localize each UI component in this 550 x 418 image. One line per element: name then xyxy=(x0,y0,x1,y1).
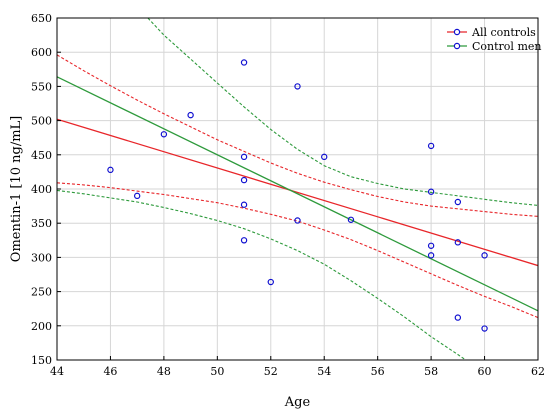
data-point xyxy=(454,314,462,321)
x-tick-label: 54 xyxy=(317,365,331,378)
data-point xyxy=(240,153,248,161)
data-point xyxy=(427,252,435,259)
y-tick-label: 650 xyxy=(31,12,52,25)
y-tick-label: 500 xyxy=(31,115,52,128)
y-axis-title: Omentin-1 [10 ng/mL] xyxy=(9,116,24,262)
control-men-fit-line xyxy=(57,76,538,312)
x-tick-label: 56 xyxy=(371,365,385,378)
data-point xyxy=(454,239,462,246)
y-tick-label: 550 xyxy=(31,80,52,93)
all-controls-ci-upper xyxy=(57,54,538,217)
legend-all-controls-label: All controls xyxy=(471,26,536,39)
plot-content xyxy=(57,18,538,360)
all-controls-ci-lower xyxy=(57,182,538,319)
data-point xyxy=(240,237,248,244)
x-tick-label: 50 xyxy=(210,365,224,378)
x-tick-label: 60 xyxy=(478,365,492,378)
data-point xyxy=(107,166,114,174)
data-point xyxy=(240,201,248,208)
data-point xyxy=(427,188,435,195)
x-tick-label: 44 xyxy=(50,365,64,378)
y-tick-label: 350 xyxy=(31,217,52,230)
data-point xyxy=(133,192,141,200)
all-controls-fit-line xyxy=(57,118,538,267)
data-point xyxy=(427,142,435,150)
data-point xyxy=(347,216,355,223)
x-tick-label: 62 xyxy=(531,365,545,378)
x-tick-label: 48 xyxy=(157,365,171,378)
x-tick-label: 58 xyxy=(424,365,438,378)
data-point xyxy=(267,278,274,286)
data-point xyxy=(240,176,248,184)
legend-control-men-label: Control men xyxy=(472,40,541,53)
data-point xyxy=(160,131,168,138)
legend-all-controls-marker xyxy=(453,28,461,36)
data-point xyxy=(481,325,488,332)
data-point xyxy=(321,153,328,161)
y-tick-label: 200 xyxy=(31,320,52,333)
x-tick-label: 52 xyxy=(264,365,278,378)
control-men-ci-lower xyxy=(57,189,467,360)
y-tick-label: 150 xyxy=(31,354,52,367)
control-men-ci-upper xyxy=(147,18,538,206)
data-point xyxy=(187,111,194,119)
data-point xyxy=(427,242,435,249)
x-tick-label: 46 xyxy=(103,365,117,378)
y-tick-label: 600 xyxy=(31,46,52,59)
x-axis-title: Age xyxy=(284,395,311,410)
legend-control-men-marker xyxy=(453,42,461,50)
y-tick-label: 400 xyxy=(31,183,52,196)
data-point xyxy=(481,252,488,259)
y-tick-label: 300 xyxy=(31,251,52,264)
data-point xyxy=(294,217,301,224)
y-tick-label: 450 xyxy=(31,149,52,162)
data-point xyxy=(294,83,301,90)
data-point xyxy=(240,59,248,66)
axis-ticks: 44 46 48 50 52 54 56 58 60 62 150 200 250 300 350 400 45… xyxy=(31,12,545,378)
y-tick-label: 250 xyxy=(31,286,52,299)
data-point xyxy=(454,198,462,206)
